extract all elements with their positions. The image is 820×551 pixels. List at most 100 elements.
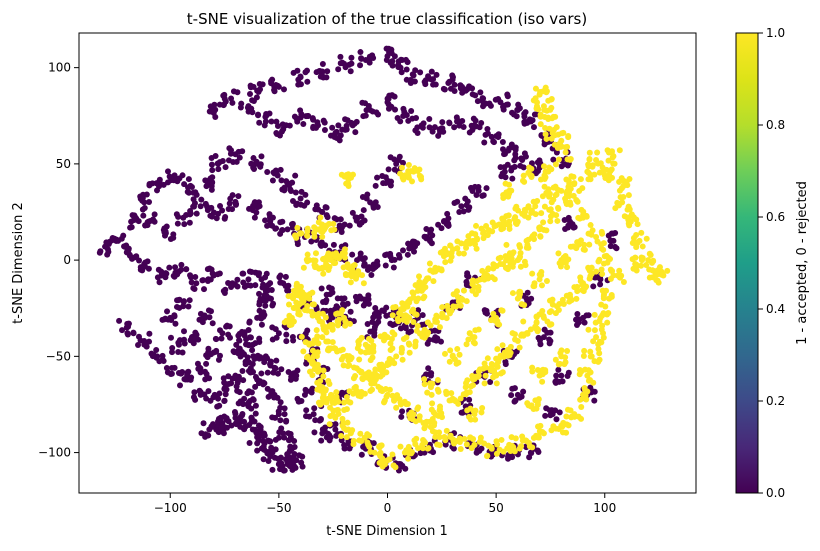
scatter-point-accepted	[560, 129, 567, 136]
scatter-point-rejected	[385, 95, 392, 102]
scatter-point-rejected	[218, 424, 225, 431]
scatter-point-rejected	[303, 407, 310, 414]
scatter-point-accepted	[447, 347, 454, 354]
scatter-point-rejected	[209, 179, 216, 186]
scatter-point-rejected	[261, 122, 268, 129]
scatter-point-rejected	[174, 297, 181, 304]
scatter-point-rejected	[565, 224, 572, 231]
scatter-point-rejected	[269, 466, 276, 473]
scatter-point-accepted	[664, 267, 671, 274]
scatter-point-accepted	[511, 216, 518, 223]
scatter-point-accepted	[290, 305, 297, 312]
scatter-point-accepted	[326, 220, 333, 227]
scatter-point-accepted	[507, 349, 514, 356]
scatter-point-rejected	[116, 317, 123, 324]
scatter-point-rejected	[333, 432, 340, 439]
scatter-point-accepted	[438, 267, 445, 274]
scatter-point-accepted	[347, 279, 354, 286]
scatter-point-rejected	[278, 425, 285, 432]
scatter-point-rejected	[403, 66, 410, 73]
scatter-point-rejected	[269, 336, 276, 343]
x-axis-ticks: −100 −50 0 50 100	[154, 493, 616, 515]
scatter-point-rejected	[319, 426, 326, 433]
scatter-point-rejected	[437, 338, 444, 345]
scatter-point-accepted	[291, 232, 298, 239]
scatter-point-accepted	[344, 419, 351, 426]
scatter-point-accepted	[576, 366, 583, 373]
scatter-point-rejected	[125, 245, 132, 252]
scatter-point-accepted	[566, 193, 573, 200]
scatter-point-accepted	[443, 427, 450, 434]
scatter-point-accepted	[550, 196, 557, 203]
scatter-point-accepted	[591, 171, 598, 178]
scatter-point-rejected	[323, 74, 330, 81]
scatter-point-rejected	[347, 68, 354, 75]
scatter-point-accepted	[570, 192, 577, 199]
scatter-point-rejected	[274, 82, 281, 89]
scatter-point-accepted	[490, 310, 497, 317]
scatter-point-accepted	[312, 250, 319, 257]
scatter-point-accepted	[331, 345, 338, 352]
scatter-point-rejected	[271, 394, 278, 401]
scatter-point-accepted	[298, 333, 305, 340]
scatter-point-rejected	[202, 200, 209, 207]
scatter-point-rejected	[266, 110, 273, 117]
scatter-point-accepted	[319, 228, 326, 235]
scatter-point-accepted	[608, 166, 615, 173]
scatter-point-rejected	[425, 365, 432, 372]
scatter-point-rejected	[141, 204, 148, 211]
scatter-point-rejected	[304, 78, 311, 85]
scatter-point-accepted	[587, 176, 594, 183]
scatter-point-accepted	[496, 446, 503, 453]
scatter-point-rejected	[205, 432, 212, 439]
scatter-point-rejected	[292, 189, 299, 196]
scatter-point-rejected	[479, 95, 486, 102]
scatter-point-accepted	[482, 372, 489, 379]
scatter-point-accepted	[329, 321, 336, 328]
y-tick-label: −50	[46, 349, 71, 363]
scatter-point-rejected	[234, 89, 241, 96]
scatter-point-rejected	[316, 68, 323, 75]
scatter-point-accepted	[585, 169, 592, 176]
scatter-point-rejected	[307, 388, 314, 395]
scatter-point-rejected	[512, 397, 519, 404]
scatter-point-accepted	[478, 409, 485, 416]
scatter-point-accepted	[643, 261, 650, 268]
scatter-point-accepted	[530, 198, 537, 205]
scatter-point-rejected	[236, 337, 243, 344]
scatter-point-accepted	[405, 455, 412, 462]
scatter-point-accepted	[548, 166, 555, 173]
scatter-point-rejected	[252, 383, 259, 390]
scatter-point-rejected	[239, 270, 246, 277]
scatter-point-accepted	[576, 371, 583, 378]
scatter-point-accepted	[366, 348, 373, 355]
scatter-point-rejected	[164, 308, 171, 315]
scatter-point-rejected	[222, 391, 229, 398]
scatter-point-accepted	[580, 208, 587, 215]
scatter-point-accepted	[512, 435, 519, 442]
scatter-point-accepted	[326, 421, 333, 428]
scatter-point-rejected	[558, 372, 565, 379]
scatter-point-accepted	[355, 338, 362, 345]
scatter-point-accepted	[499, 215, 506, 222]
scatter-point-rejected	[226, 334, 233, 341]
scatter-point-rejected	[446, 119, 453, 126]
scatter-point-accepted	[410, 318, 417, 325]
scatter-point-accepted	[541, 106, 548, 113]
scatter-point-rejected	[245, 276, 252, 283]
scatter-point-accepted	[343, 434, 350, 441]
scatter-point-rejected	[445, 222, 452, 229]
scatter-point-rejected	[375, 314, 382, 321]
scatter-point-rejected	[438, 225, 445, 232]
scatter-point-accepted	[341, 254, 348, 261]
scatter-point-rejected	[150, 351, 157, 358]
scatter-point-accepted	[521, 301, 528, 308]
scatter-point-accepted	[460, 250, 467, 257]
scatter-point-accepted	[421, 376, 428, 383]
scatter-point-rejected	[136, 257, 143, 264]
scatter-point-accepted	[381, 331, 388, 338]
scatter-point-rejected	[379, 307, 386, 314]
scatter-point-rejected	[222, 98, 229, 105]
scatter-point-accepted	[540, 163, 547, 170]
scatter-point-accepted	[323, 338, 330, 345]
